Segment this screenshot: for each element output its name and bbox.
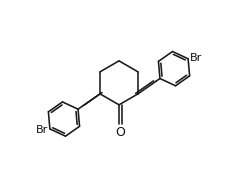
Text: Br: Br	[190, 53, 202, 63]
Text: Br: Br	[36, 125, 48, 135]
Text: O: O	[115, 126, 125, 139]
